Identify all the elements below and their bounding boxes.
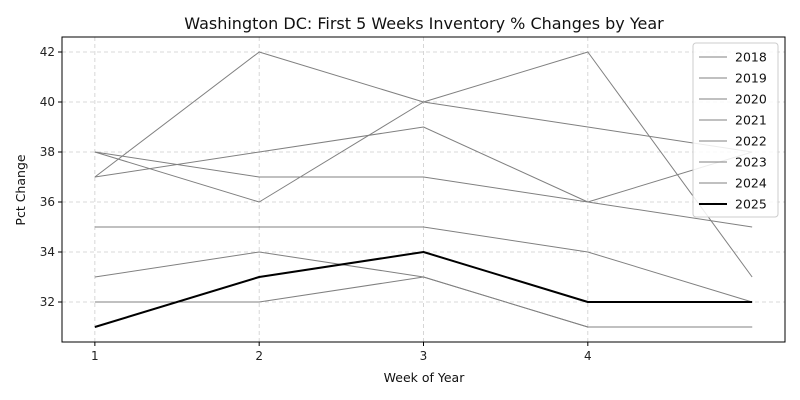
- series-line-2022: [94, 226, 753, 303]
- y-axis-label: Pct Change: [13, 154, 28, 225]
- legend-label-2019: 2019: [735, 71, 767, 86]
- x-tick-label: 2: [255, 349, 263, 363]
- legend-label-2023: 2023: [735, 155, 767, 170]
- series-line-2025: [94, 251, 753, 328]
- x-tick-label: 3: [420, 349, 428, 363]
- legend: 2018 2019 2020 2021 2022 2023 2024 2025: [692, 42, 779, 218]
- y-tick-label: 32: [40, 295, 55, 309]
- legend-label-2020: 2020: [735, 92, 767, 107]
- series-line-2019: [94, 51, 753, 278]
- grid-lines: [62, 37, 785, 342]
- series-line-2021: [94, 151, 753, 228]
- y-tick-label: 34: [40, 245, 55, 259]
- legend-label-2022: 2022: [735, 134, 767, 149]
- y-tick-label: 38: [40, 145, 55, 159]
- y-tick-label: 36: [40, 195, 55, 209]
- y-tick-label: 42: [40, 45, 55, 59]
- x-axis-ticks: 1 2 3 4: [91, 342, 592, 363]
- y-tick-label: 40: [40, 95, 55, 109]
- legend-label-2025: 2025: [735, 197, 767, 212]
- series-line-2024: [94, 276, 753, 328]
- legend-label-2024: 2024: [735, 176, 767, 191]
- x-axis-label: Week of Year: [384, 370, 466, 385]
- x-tick-label: 4: [584, 349, 592, 363]
- series-line-2020: [94, 126, 753, 203]
- chart-title: Washington DC: First 5 Weeks Inventory %…: [184, 14, 664, 33]
- x-tick-label: 1: [91, 349, 99, 363]
- legend-label-2018: 2018: [735, 50, 767, 65]
- legend-box: [692, 42, 779, 218]
- legend-label-2021: 2021: [735, 113, 767, 128]
- y-axis-ticks: 32 34 36 38 40 42: [40, 45, 62, 309]
- series-lines: [94, 51, 753, 328]
